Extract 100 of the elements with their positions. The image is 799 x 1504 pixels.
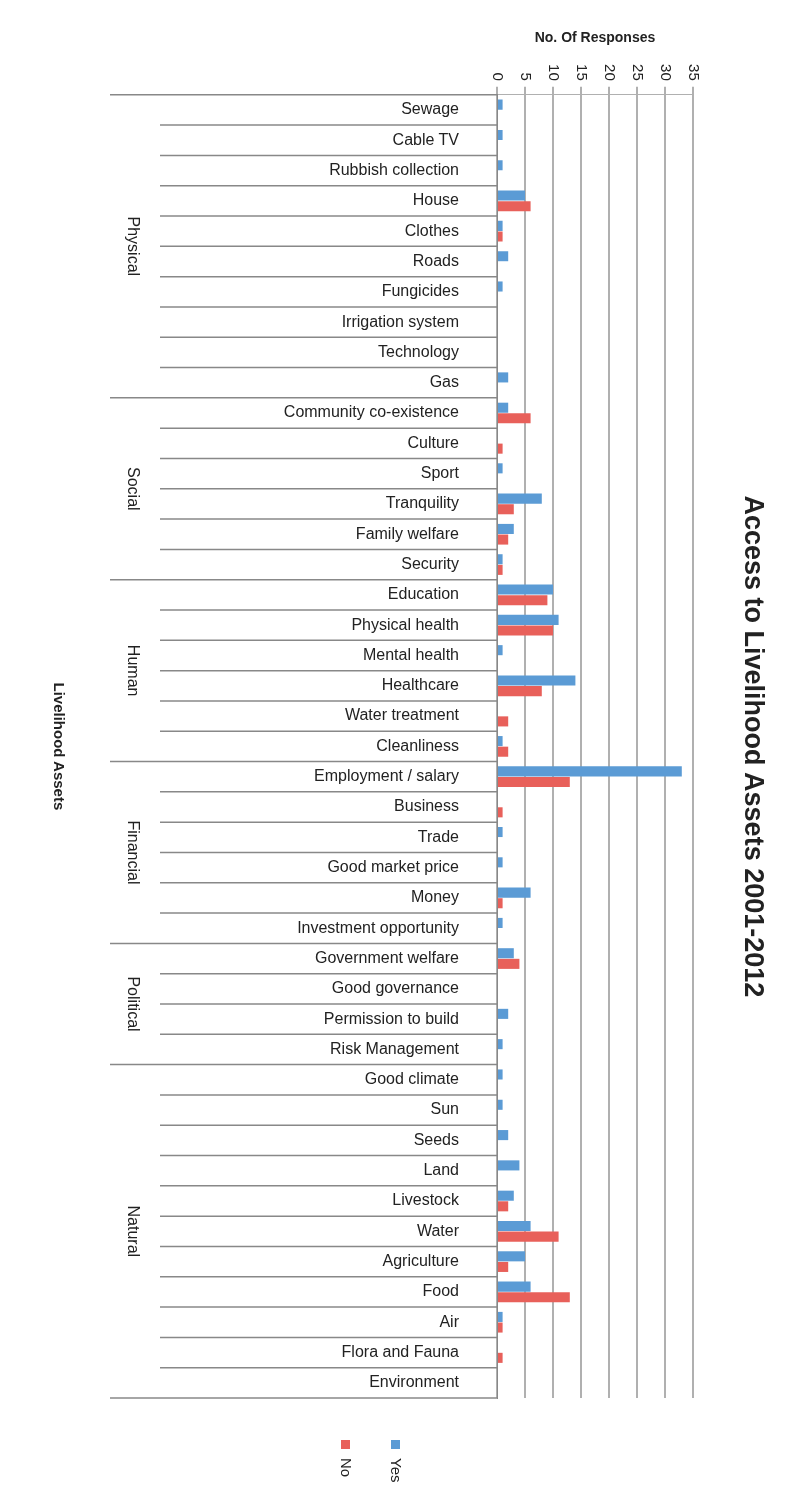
bar <box>498 807 503 818</box>
y-tick-label: Money <box>410 888 459 906</box>
bar <box>498 958 520 969</box>
x-tick-label: 15 <box>573 64 591 81</box>
bar <box>498 443 503 454</box>
y-tick-label: Sport <box>420 464 460 482</box>
bar <box>498 1352 503 1363</box>
bar <box>498 523 514 534</box>
bar <box>498 584 553 595</box>
bar <box>498 554 503 565</box>
bar <box>498 402 509 413</box>
x-tick-label: 20 <box>601 64 619 81</box>
y-tick-label: Seeds <box>413 1130 459 1148</box>
bar <box>498 504 514 515</box>
y-tick-label: Trade <box>417 827 460 845</box>
y-tick-label: Family welfare <box>355 524 460 542</box>
text: Physical <box>124 216 142 277</box>
bar <box>498 776 570 788</box>
bar <box>498 736 503 747</box>
legend-label: Yes <box>387 1458 405 1483</box>
x-tick-label: 5 <box>517 72 535 81</box>
text: Human <box>124 644 142 697</box>
y-tick-label: Education <box>387 585 459 603</box>
bar <box>498 1322 503 1333</box>
y-tick-label: Permission to build <box>323 1009 459 1027</box>
x-tick-label: 0 <box>489 72 507 81</box>
y-tick-label: Flora and Fauna <box>341 1342 460 1360</box>
bar <box>498 898 503 909</box>
bar <box>498 625 553 636</box>
bar <box>498 1130 509 1141</box>
bar <box>498 675 576 686</box>
bar <box>498 917 503 928</box>
bar <box>498 220 503 231</box>
bar <box>498 857 503 868</box>
y-tick-label: Water treatment <box>344 706 460 724</box>
y-tick-label: Physical health <box>351 615 459 633</box>
legend-label: No <box>337 1458 355 1478</box>
y-tick-label: Government welfare <box>314 948 460 966</box>
x-axis-title: No. Of Responses <box>534 29 656 46</box>
bar <box>498 887 531 898</box>
bar <box>498 1292 570 1303</box>
x-tick-label: 30 <box>657 64 675 81</box>
bar <box>498 595 548 606</box>
text: Natural <box>124 1205 142 1258</box>
bar <box>498 746 509 757</box>
text: Political <box>124 976 142 1032</box>
y-tick-label: Good market price <box>327 858 460 876</box>
y-tick-label: Tranquility <box>385 494 459 512</box>
bar <box>498 463 503 474</box>
bar <box>498 281 503 292</box>
y-tick-label: Mental health <box>362 645 459 663</box>
y-tick-label: Investment opportunity <box>297 918 459 936</box>
y-tick-label: Sewage <box>401 100 460 118</box>
y-tick-label: Risk Management <box>330 1039 460 1057</box>
bar <box>498 614 559 625</box>
text: Financial <box>124 820 142 885</box>
y-tick-label: Good governance <box>331 979 460 997</box>
bar <box>498 1311 503 1322</box>
bar <box>498 99 503 110</box>
y-tick-label: Gas <box>429 373 459 391</box>
y-tick-label: Agriculture <box>382 1252 460 1270</box>
bar <box>498 201 531 212</box>
bar <box>498 826 503 838</box>
y-tick-label: Technology <box>378 342 459 360</box>
y-tick-label: Irrigation system <box>341 312 459 330</box>
y-tick-label: Good climate <box>364 1070 460 1088</box>
y-tick-label: Air <box>439 1312 460 1330</box>
bar <box>498 190 525 201</box>
bar <box>498 1190 514 1201</box>
bar <box>498 766 682 777</box>
y-tick-label: Roads <box>412 251 459 269</box>
bar <box>498 251 509 262</box>
bar <box>498 1231 559 1242</box>
bar <box>498 1220 531 1232</box>
y-tick-label: Cleanliness <box>376 736 459 754</box>
y-tick-label: Employment / salary <box>314 767 459 785</box>
bar <box>498 372 509 383</box>
bar <box>498 493 542 504</box>
bar <box>498 1069 503 1080</box>
bar <box>498 129 503 140</box>
y-tick-label: Water <box>416 1221 460 1239</box>
y-tick-label: Rubbish collection <box>329 160 459 178</box>
bar <box>498 534 509 545</box>
bar <box>498 686 542 697</box>
bar <box>498 231 503 242</box>
y-tick-label: House <box>412 191 460 209</box>
bar <box>498 1201 509 1212</box>
bar <box>498 1281 531 1292</box>
bar <box>498 413 531 424</box>
bar <box>498 1039 503 1050</box>
bar <box>498 1160 520 1171</box>
y-tick-label: Culture <box>407 433 460 451</box>
y-tick-label: Food <box>422 1282 459 1300</box>
x-tick-label: 25 <box>629 64 647 81</box>
bar <box>498 948 514 959</box>
bar <box>498 1099 503 1110</box>
bar <box>498 716 509 727</box>
y-tick-label: Environment <box>369 1373 460 1391</box>
text: Access to Livelihood Assets 2001-2012 <box>738 495 769 998</box>
bar <box>498 160 503 171</box>
